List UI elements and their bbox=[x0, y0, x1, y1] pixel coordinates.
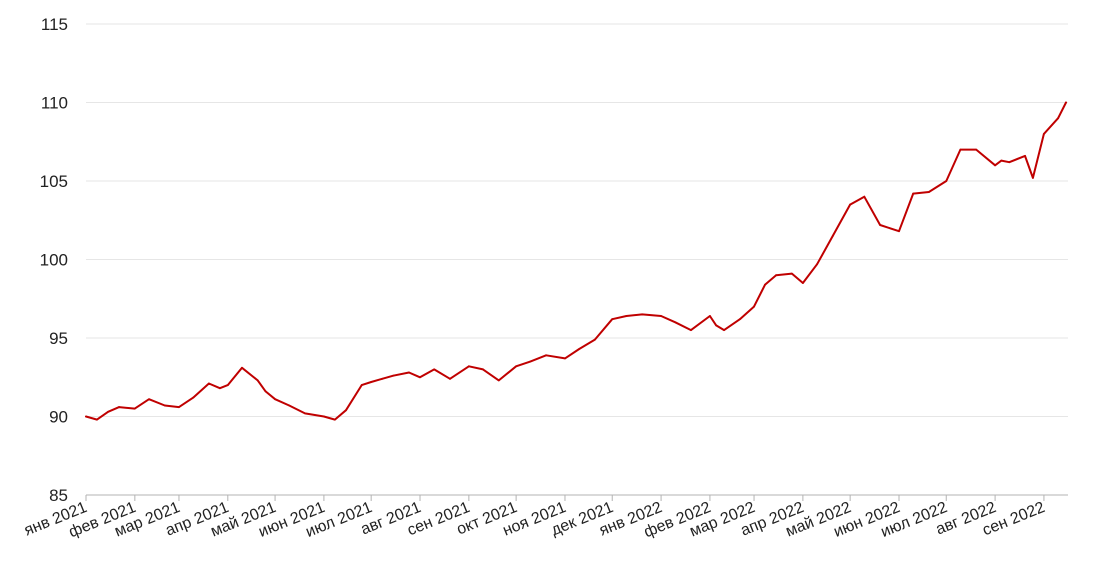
data-point bbox=[515, 365, 518, 368]
data-point bbox=[709, 315, 711, 317]
data-point bbox=[959, 148, 962, 151]
data-point bbox=[118, 406, 120, 408]
data-point bbox=[467, 365, 470, 368]
data-point bbox=[178, 406, 180, 408]
data-point bbox=[1024, 154, 1026, 157]
data-point bbox=[660, 315, 662, 317]
data-point bbox=[482, 368, 484, 371]
y-tick-label: 85 bbox=[49, 486, 68, 505]
y-tick-label: 110 bbox=[41, 94, 68, 113]
data-point bbox=[449, 377, 451, 380]
y-tick-label: 105 bbox=[40, 172, 68, 191]
gridlines bbox=[86, 23, 1068, 417]
data-point bbox=[945, 180, 948, 182]
data-point bbox=[564, 357, 566, 360]
data-point bbox=[360, 384, 363, 386]
data-point bbox=[816, 263, 818, 266]
data-point bbox=[192, 396, 195, 399]
data-point bbox=[207, 382, 210, 385]
data-point bbox=[392, 374, 395, 377]
data-point bbox=[288, 404, 291, 407]
data-point bbox=[408, 371, 410, 374]
data-point bbox=[433, 368, 436, 371]
data-point bbox=[334, 418, 336, 421]
data-point bbox=[107, 410, 109, 413]
data-point bbox=[241, 366, 243, 369]
data-point bbox=[381, 377, 384, 380]
data-point bbox=[831, 235, 834, 237]
data-point bbox=[764, 283, 766, 286]
data-point bbox=[775, 274, 777, 277]
data-point bbox=[264, 390, 267, 393]
y-tick-label: 95 bbox=[49, 329, 68, 348]
data-point bbox=[133, 407, 136, 410]
data-point bbox=[304, 412, 306, 415]
y-tick-label: 115 bbox=[41, 15, 68, 34]
data-point bbox=[611, 318, 614, 321]
data-point bbox=[148, 398, 150, 401]
data-point bbox=[790, 272, 793, 275]
data-point bbox=[163, 404, 166, 407]
y-tick-label: 90 bbox=[49, 408, 68, 427]
data-point bbox=[801, 282, 804, 284]
data-point bbox=[863, 195, 866, 198]
data-point bbox=[975, 148, 978, 151]
y-axis-tick-labels: 85 90 95 100 105 110 115 bbox=[40, 15, 68, 505]
data-point bbox=[674, 321, 677, 324]
data-point bbox=[625, 315, 628, 317]
y-tick-label: 100 bbox=[40, 251, 68, 270]
data-point bbox=[879, 224, 881, 226]
data-point bbox=[849, 203, 852, 206]
data-point bbox=[690, 329, 692, 332]
data-point bbox=[898, 230, 900, 233]
data-point bbox=[1065, 101, 1067, 104]
data-point bbox=[928, 191, 930, 193]
data-point bbox=[226, 384, 229, 386]
data-point bbox=[219, 387, 221, 390]
data-point bbox=[994, 164, 996, 167]
data-point bbox=[497, 379, 500, 382]
data-point bbox=[345, 409, 347, 412]
data-point bbox=[641, 313, 644, 316]
data-point bbox=[545, 354, 547, 357]
data-point bbox=[723, 329, 726, 332]
series-line bbox=[85, 101, 1067, 421]
data-point bbox=[715, 324, 718, 327]
data-point bbox=[85, 415, 87, 418]
data-point bbox=[912, 192, 915, 195]
data-point bbox=[738, 318, 741, 321]
data-point bbox=[274, 398, 276, 401]
data-point bbox=[1043, 133, 1045, 135]
data-point bbox=[256, 379, 259, 382]
data-point bbox=[370, 381, 373, 383]
data-point bbox=[529, 360, 532, 363]
data-point bbox=[1008, 161, 1011, 164]
series-layer bbox=[85, 101, 1067, 421]
data-point bbox=[323, 415, 325, 418]
data-point bbox=[419, 376, 421, 379]
data-point bbox=[1000, 159, 1003, 162]
data-point bbox=[594, 338, 596, 341]
data-point bbox=[578, 348, 581, 350]
data-point bbox=[96, 418, 98, 421]
data-point bbox=[1032, 176, 1034, 179]
data-point bbox=[753, 305, 755, 308]
data-point bbox=[1057, 117, 1060, 120]
